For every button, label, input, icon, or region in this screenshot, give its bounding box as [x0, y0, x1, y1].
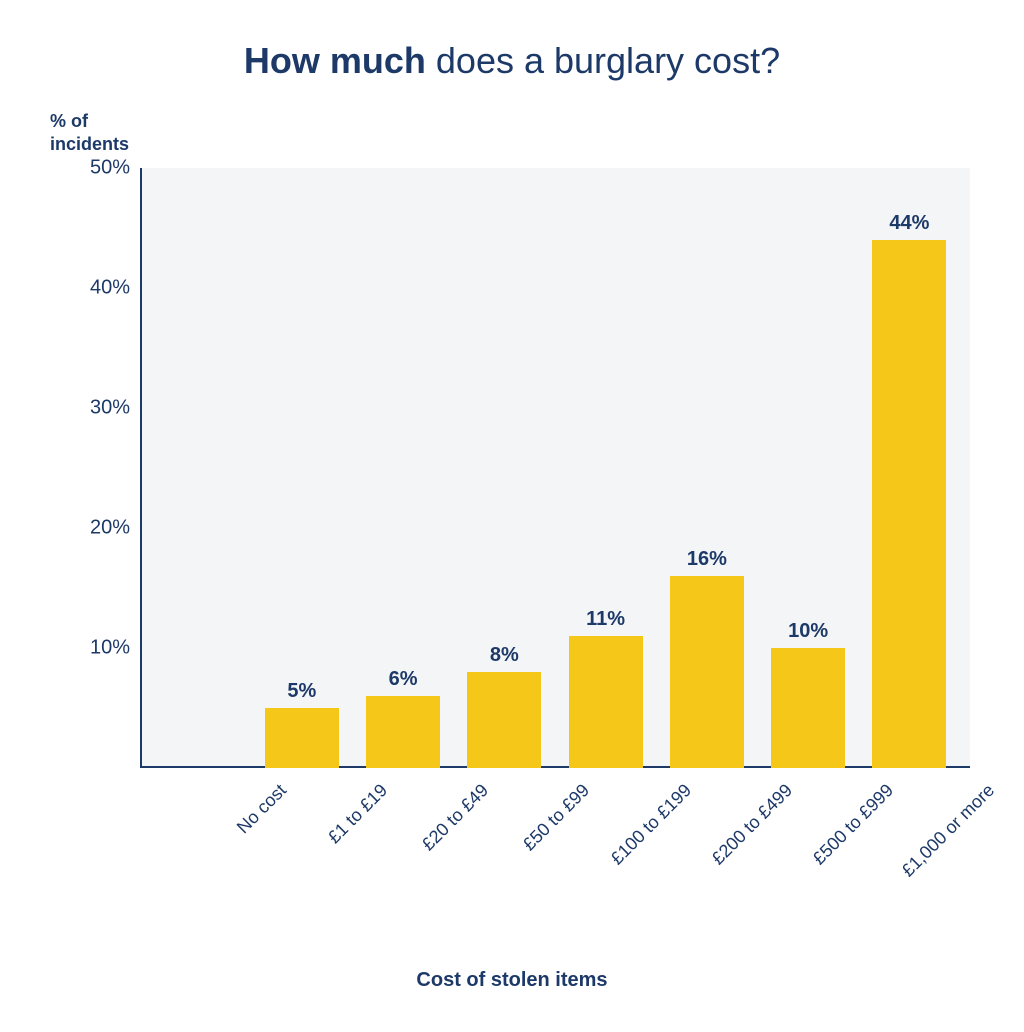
y-tick-label: 30%	[70, 397, 130, 420]
bar-value-label: 5%	[287, 680, 316, 703]
plot-wrapper: 10%20%30%40%50% No cost5%£1 to £196%£20 …	[140, 168, 970, 768]
bar: 10%	[771, 648, 845, 768]
bar-value-label: 11%	[586, 608, 625, 631]
chart-title-bold: How much	[244, 40, 426, 81]
bar: 8%	[467, 672, 541, 768]
y-tick-label: 40%	[70, 277, 130, 300]
bar-slot: 11%£100 to £199	[555, 168, 656, 768]
bar-slot: 44%£1,000 or more	[859, 168, 960, 768]
bar-value-label: 44%	[889, 212, 929, 235]
bar-slot: 5%£1 to £19	[251, 168, 352, 768]
bar-value-label: 16%	[687, 548, 727, 571]
chart-container: How much does a burglary cost? % of inci…	[0, 0, 1024, 1032]
bar: 6%	[366, 696, 440, 768]
chart-title-regular: does a burglary cost?	[426, 40, 780, 81]
bar-slot: 16%£200 to £499	[656, 168, 757, 768]
y-tick-label: 50%	[70, 157, 130, 180]
x-axis-label: Cost of stolen items	[0, 969, 1024, 992]
bar-slot: 10%£500 to £999	[758, 168, 859, 768]
y-tick-label: 20%	[70, 517, 130, 540]
bar-slot: 8%£50 to £99	[454, 168, 555, 768]
y-axis-label: % of incidents	[50, 110, 129, 157]
x-tick-label: £1,000 or more	[878, 780, 999, 901]
bar: 44%	[872, 240, 946, 768]
bar-value-label: 8%	[490, 644, 519, 667]
bar-slot: No cost	[150, 168, 251, 768]
x-tick-label: £50 to £99	[473, 780, 594, 901]
bars-group: No cost5%£1 to £196%£20 to £498%£50 to £…	[140, 168, 970, 768]
bar-value-label: 6%	[389, 668, 418, 691]
chart-title: How much does a burglary cost?	[40, 40, 984, 82]
bar-slot: 6%£20 to £49	[353, 168, 454, 768]
bar: 16%	[670, 576, 744, 768]
bar: 5%	[265, 708, 339, 768]
bar-value-label: 10%	[788, 620, 828, 643]
bar: 11%	[569, 636, 643, 768]
y-tick-label: 10%	[70, 637, 130, 660]
